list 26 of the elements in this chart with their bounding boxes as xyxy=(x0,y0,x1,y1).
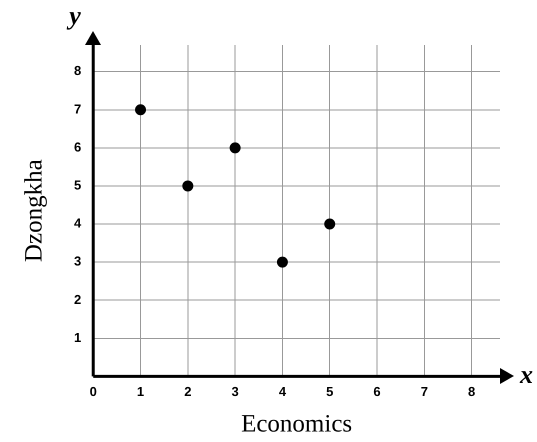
y-tick-label: 6 xyxy=(74,139,82,154)
y-tick-label: 4 xyxy=(74,216,82,231)
text: y xyxy=(69,1,81,30)
x-tick-label: 4 xyxy=(278,384,287,399)
y-tick-label: 8 xyxy=(74,63,82,78)
x-tick-label: 7 xyxy=(420,384,428,399)
x-tick-label: 1 xyxy=(136,384,144,399)
point xyxy=(182,180,194,192)
y-tick-label: 7 xyxy=(74,101,82,116)
point xyxy=(276,256,288,268)
x-tick-label: 3 xyxy=(232,384,239,399)
y-tick-label: 2 xyxy=(74,292,82,307)
x-tick-label: 0 xyxy=(90,384,97,399)
point xyxy=(230,142,241,154)
x-tick-label: 6 xyxy=(373,384,381,399)
point xyxy=(135,104,146,116)
y-tick-label: 3 xyxy=(74,254,82,269)
x-tick-label: 5 xyxy=(326,384,334,399)
y-tick-label: 1 xyxy=(74,330,82,345)
x-axis-title: Economics xyxy=(241,410,352,438)
x-tick-label: 2 xyxy=(184,384,192,399)
x-tick-label: 8 xyxy=(468,384,476,399)
y-axis-title: Dzongkha xyxy=(20,159,48,262)
text: x xyxy=(520,360,533,390)
y-tick-label: 5 xyxy=(74,178,82,193)
point xyxy=(324,218,336,230)
